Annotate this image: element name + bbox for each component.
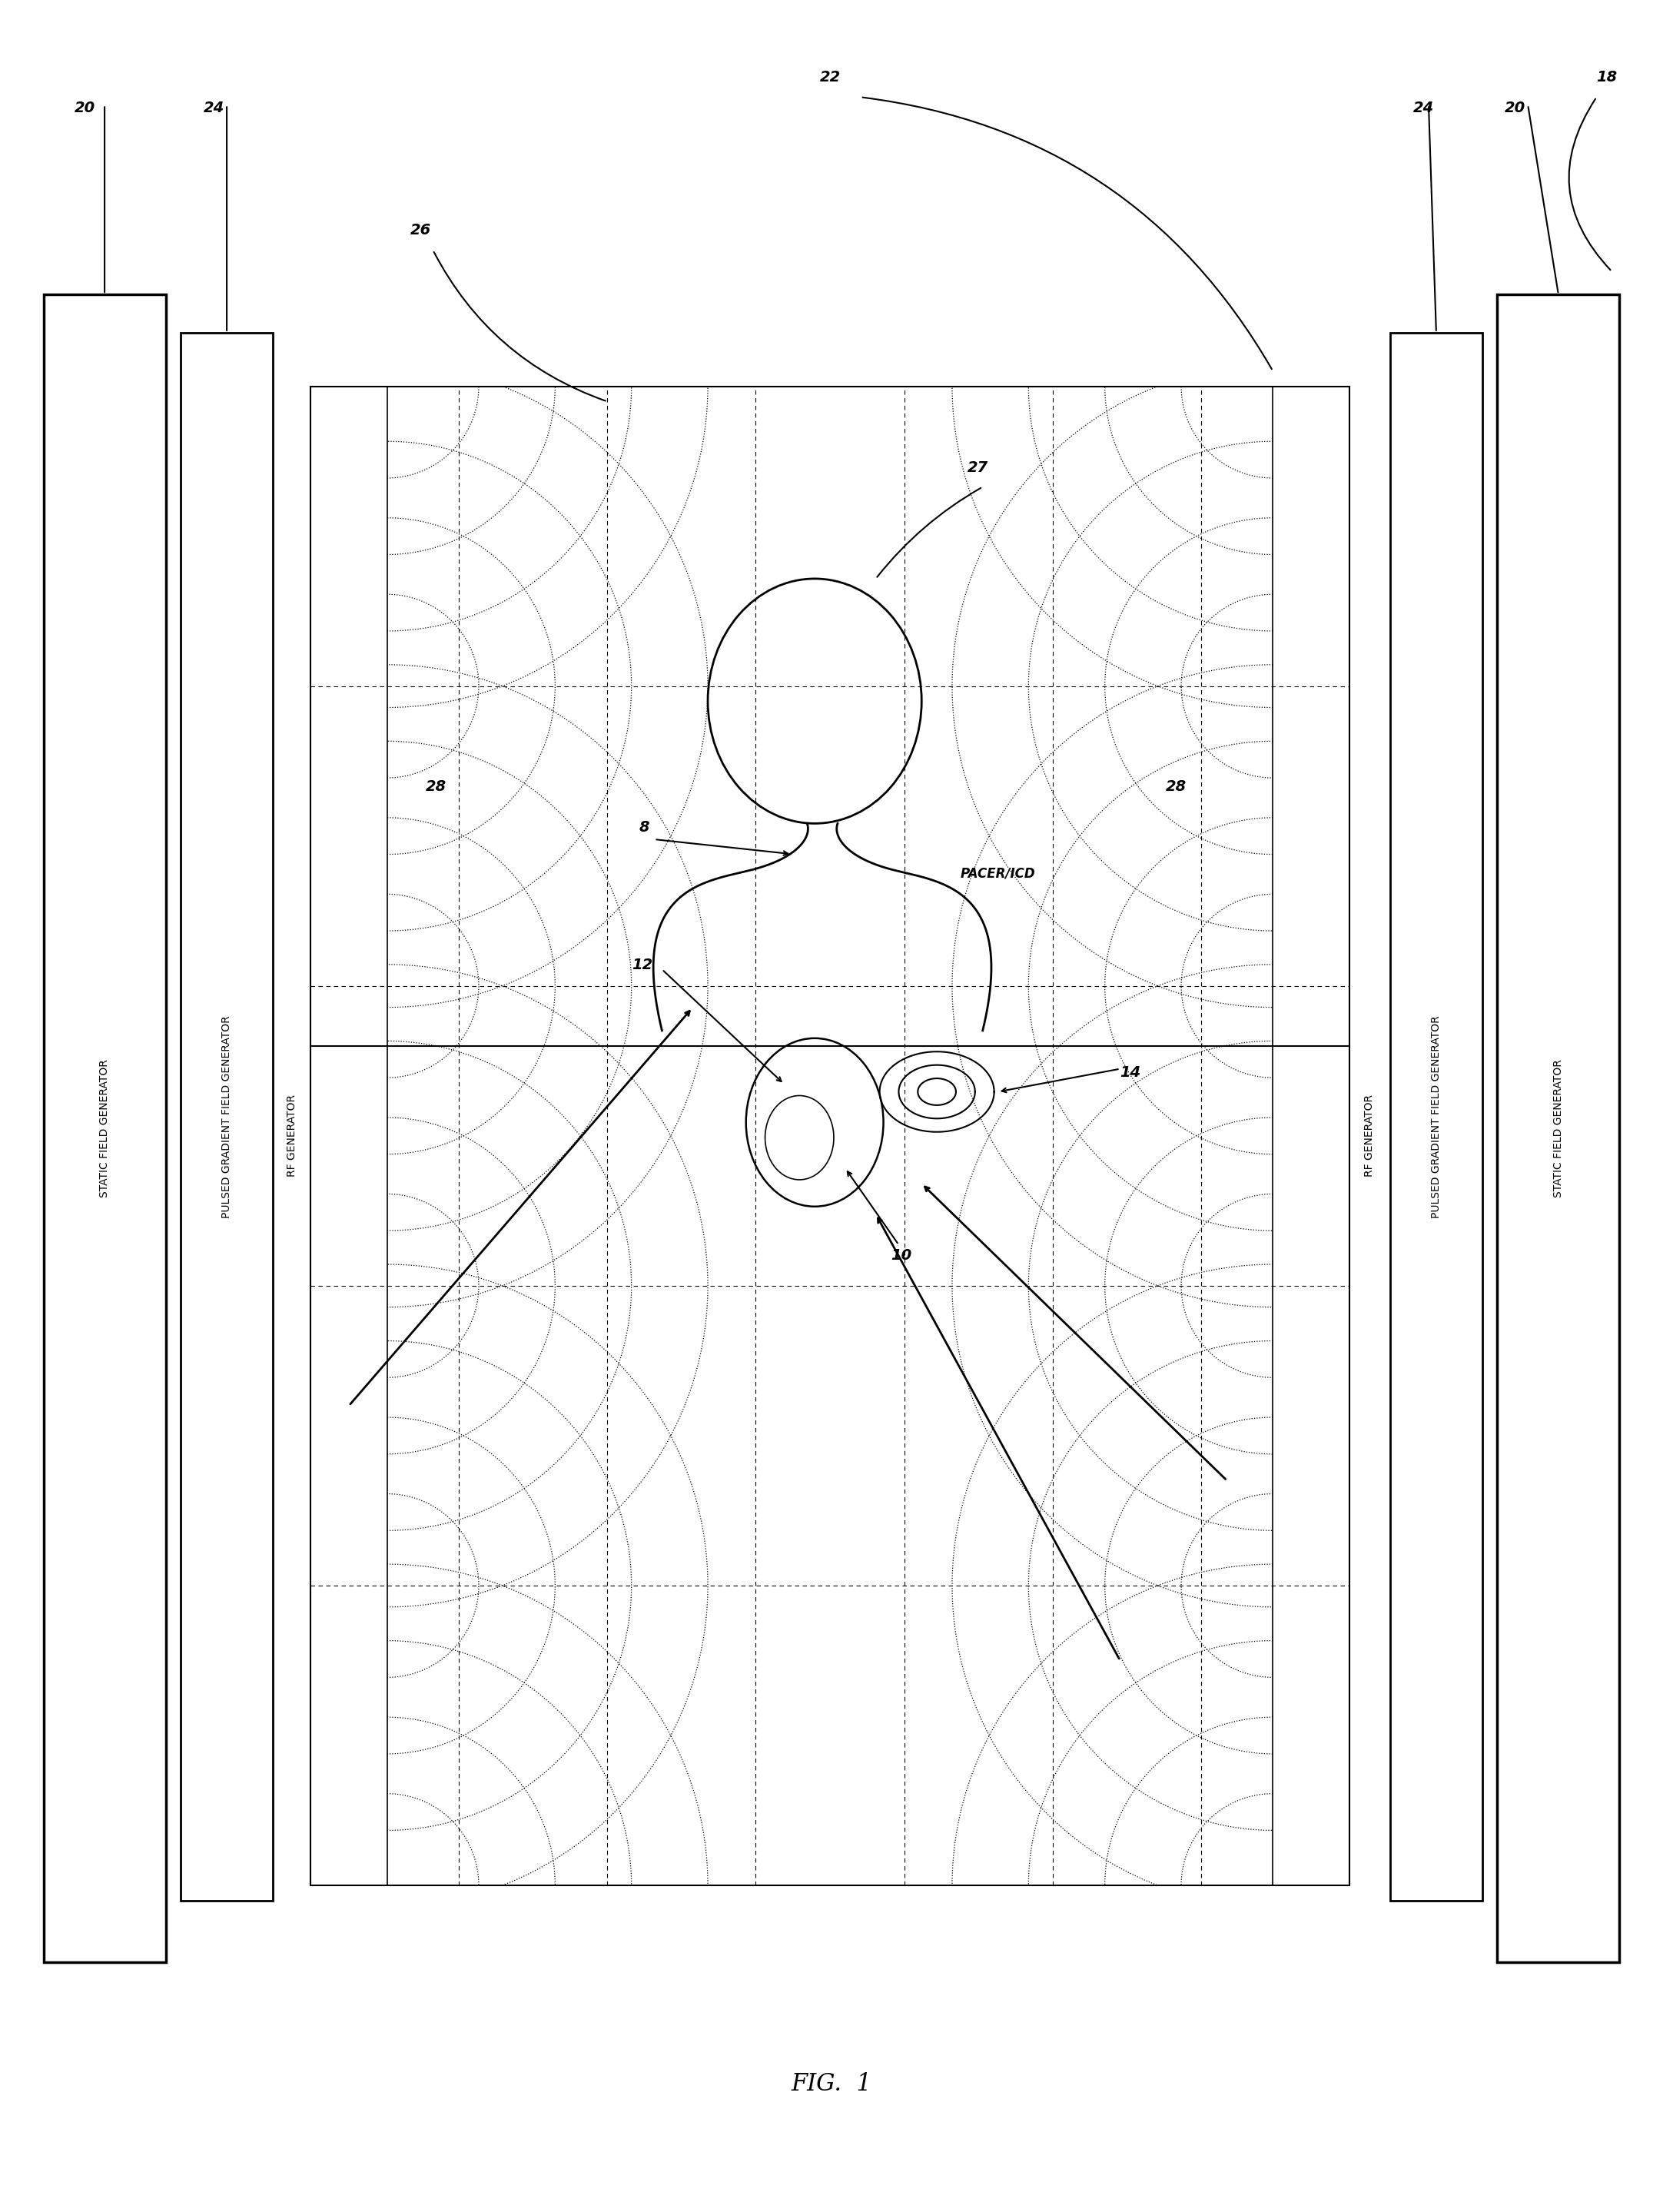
Ellipse shape	[747, 1037, 883, 1206]
Bar	[43, 294, 166, 1962]
Text: 20: 20	[75, 102, 95, 115]
Text: 26: 26	[411, 223, 431, 239]
Text: 10: 10	[891, 1248, 911, 1263]
Text: 28: 28	[1166, 779, 1187, 794]
Text: 24: 24	[205, 102, 225, 115]
Ellipse shape	[708, 580, 921, 823]
Bar	[1390, 332, 1482, 1900]
Text: STATIC FIELD GENERATOR: STATIC FIELD GENERATOR	[100, 1060, 110, 1197]
Text: 20: 20	[1505, 102, 1527, 115]
Text: PACER/ICD: PACER/ICD	[961, 867, 1036, 880]
Bar	[181, 332, 273, 1900]
Text: 24: 24	[1414, 102, 1434, 115]
Text: PULSED GRADIENT FIELD GENERATOR: PULSED GRADIENT FIELD GENERATOR	[221, 1015, 233, 1219]
Text: 12: 12	[632, 958, 652, 973]
Text: 27: 27	[968, 460, 988, 476]
Text: RF GENERATOR: RF GENERATOR	[1364, 1095, 1375, 1177]
Text: 18: 18	[1596, 71, 1618, 84]
Text: 22: 22	[820, 71, 840, 84]
Text: FIG.  1: FIG. 1	[792, 2073, 871, 2097]
Text: 14: 14	[1121, 1064, 1141, 1079]
Text: 8: 8	[639, 821, 650, 834]
Bar	[1497, 294, 1620, 1962]
Ellipse shape	[765, 1095, 833, 1179]
Text: STATIC FIELD GENERATOR: STATIC FIELD GENERATOR	[1553, 1060, 1563, 1197]
Text: PULSED GRADIENT FIELD GENERATOR: PULSED GRADIENT FIELD GENERATOR	[1430, 1015, 1442, 1219]
Text: 28: 28	[426, 779, 446, 794]
Text: RF GENERATOR: RF GENERATOR	[286, 1095, 298, 1177]
